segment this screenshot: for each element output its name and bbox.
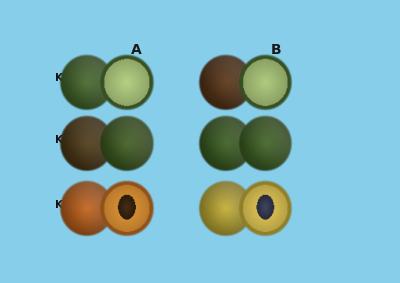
Text: KatyF: KatyF bbox=[210, 200, 244, 210]
Text: A: A bbox=[132, 43, 142, 57]
Text: KatyA: KatyA bbox=[210, 72, 244, 83]
Text: KuijinB: KuijinB bbox=[55, 135, 96, 145]
Text: KuijinF: KuijinF bbox=[55, 200, 95, 210]
Text: KuijinA: KuijinA bbox=[55, 72, 96, 83]
Text: B: B bbox=[271, 43, 282, 57]
Text: KatyB: KatyB bbox=[210, 135, 244, 145]
